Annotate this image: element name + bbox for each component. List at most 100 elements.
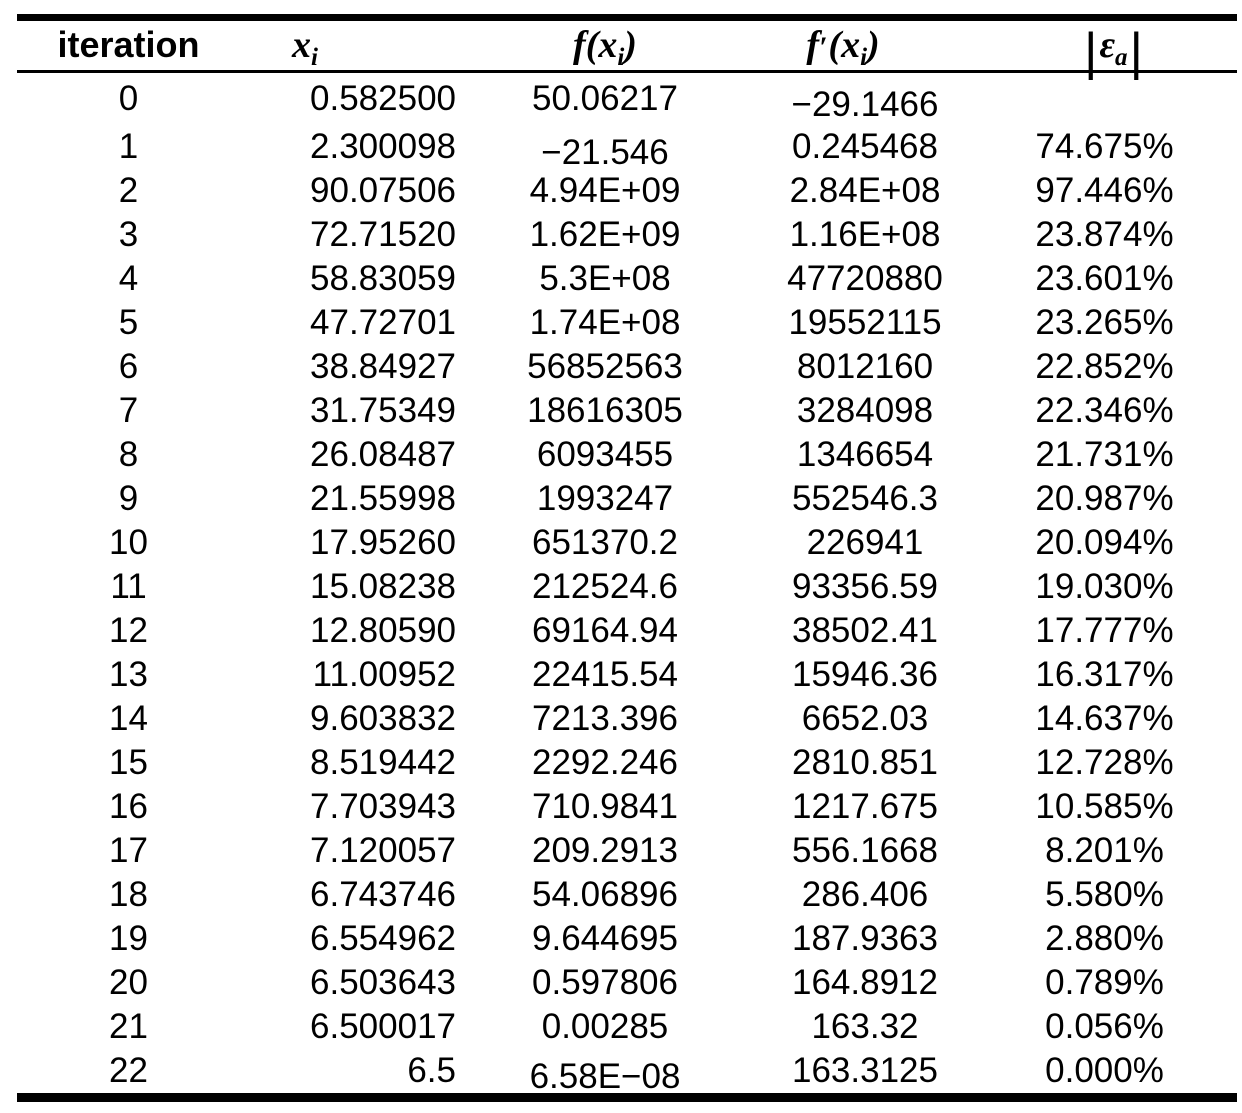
table-cell: 164.8912 — [792, 963, 938, 1002]
table-row: 2 90.07506 4.94E+09 2.84E+08 97.446% — [17, 169, 1237, 213]
table-cell: 10.585% — [1035, 787, 1174, 826]
table-cell: 2.300098 — [310, 127, 456, 166]
table-cell: 22415.54 — [532, 655, 678, 694]
table-cell: 19 — [109, 919, 148, 958]
table-cell: 23.601% — [1035, 259, 1174, 298]
table-cell: 15946.36 — [792, 655, 938, 694]
table-cell: 8 — [118, 435, 139, 474]
table-cell: 6.500017 — [310, 1007, 456, 1046]
table-cell: 14.637% — [1035, 699, 1174, 738]
table-cell: 38502.41 — [792, 611, 938, 650]
table-row: 16 7.703943 710.9841 1217.675 10.585% — [17, 785, 1237, 829]
col-header-abs-error: |εa| — [990, 21, 1237, 82]
table-cell: 21.55998 — [310, 479, 456, 518]
table-cell: 26.08487 — [310, 435, 456, 474]
table-cell: 13 — [109, 655, 148, 694]
col-header-iteration: iteration — [17, 21, 240, 73]
table-cell: 69164.94 — [532, 611, 678, 650]
col-header-xi: xi — [240, 21, 470, 73]
table-cell: 7 — [118, 391, 139, 430]
table-row: 10 17.95260 651370.2 226941 20.094% — [17, 521, 1237, 565]
table-cell: 9.644695 — [532, 919, 678, 958]
table-cell: 163.32 — [811, 1007, 919, 1046]
table-row: 21 6.500017 0.00285 163.32 0.056% — [17, 1005, 1237, 1049]
table-cell: 2 — [118, 171, 139, 210]
table-cell: 7.120057 — [310, 831, 456, 870]
table-cell: 8.201% — [1045, 831, 1164, 870]
table-cell: 12 — [109, 611, 148, 650]
table-cell: 6.503643 — [310, 963, 456, 1002]
table-cell: 20 — [109, 963, 148, 1002]
table-row: 14 9.603832 7213.396 6652.03 14.637% — [17, 697, 1237, 741]
table-cell: 14 — [109, 699, 148, 738]
table-cell: 20.987% — [1035, 479, 1174, 518]
table-cell: 0.789% — [1045, 963, 1164, 1002]
table-cell: 12.728% — [1035, 743, 1174, 782]
table-cell: 3284098 — [796, 391, 934, 430]
table-cell: 163.3125 — [792, 1051, 938, 1090]
table-header-row: iteration xi f(xi) f′(xi) |εa| — [17, 21, 1237, 82]
table-cell: 4 — [118, 259, 139, 298]
table-cell: 0.582500 — [310, 79, 456, 118]
table-cell: 6093455 — [536, 435, 674, 474]
table-cell: 20.094% — [1035, 523, 1174, 562]
table-cell: 56852563 — [527, 347, 683, 386]
table-row: 17 7.120057 209.2913 556.1668 8.201% — [17, 829, 1237, 873]
col-header-fprime-xi-label: f′(xi) — [806, 24, 880, 72]
table-cell: 5.580% — [1045, 875, 1164, 914]
table-cell: 74.675% — [1035, 127, 1174, 166]
table-cell: 17.95260 — [310, 523, 456, 562]
table-cell: 5 — [118, 303, 139, 342]
table-cell: 0.056% — [1045, 1007, 1164, 1046]
table-cell: 0.245468 — [792, 127, 938, 166]
col-header-xi-label: xi — [292, 24, 318, 72]
table-cell: 9 — [118, 479, 139, 518]
table-cell: 15 — [109, 743, 148, 782]
table-cell: 212524.6 — [532, 567, 678, 606]
col-header-abs-error-label: |εa| — [1083, 23, 1144, 82]
table-cell: 12.80590 — [310, 611, 456, 650]
table-cell: −29.1466 — [791, 85, 939, 124]
col-header-fxi: f(xi) — [470, 21, 740, 73]
table-cell: −21.546 — [541, 133, 669, 172]
table-cell: 72.71520 — [310, 215, 456, 254]
table-row: 22 6.5 6.58E−08 163.3125 0.000% — [17, 1049, 1237, 1094]
table-cell: 18616305 — [527, 391, 683, 430]
table-cell: 21.731% — [1035, 435, 1174, 474]
table-cell: 0.000% — [1045, 1051, 1164, 1090]
table-cell: 9.603832 — [310, 699, 456, 738]
table-cell: 97.446% — [1035, 171, 1174, 210]
table-row: 13 11.00952 22415.54 15946.36 16.317% — [17, 653, 1237, 697]
table-row: 6 38.84927 56852563 8012160 22.852% — [17, 345, 1237, 389]
table-row: 11 15.08238 212524.6 93356.59 19.030% — [17, 565, 1237, 609]
table-row: 15 8.519442 2292.246 2810.851 12.728% — [17, 741, 1237, 785]
table-row: 4 58.83059 5.3E+08 47720880 23.601% — [17, 257, 1237, 301]
table-cell: 22 — [109, 1051, 148, 1090]
table-cell: 1.74E+08 — [529, 303, 681, 342]
table-cell: 1217.675 — [792, 787, 938, 826]
table-cell: 23.874% — [1035, 215, 1174, 254]
table-cell: 11 — [110, 567, 147, 606]
table-cell: 187.9363 — [792, 919, 938, 958]
table-cell: 93356.59 — [792, 567, 938, 606]
col-header-fxi-label: f(xi) — [573, 24, 637, 72]
table-cell: 54.06896 — [532, 875, 678, 914]
table-cell: 58.83059 — [310, 259, 456, 298]
table-cell — [990, 71, 1237, 125]
table-cell: 16.317% — [1035, 655, 1174, 694]
table-cell: 21 — [109, 1007, 148, 1046]
table-cell: 1346654 — [796, 435, 934, 474]
table-cell: 2810.851 — [792, 743, 938, 782]
table-cell: 3 — [118, 215, 139, 254]
iteration-table: iteration xi f(xi) f′(xi) |εa| — [17, 21, 1237, 1094]
table-row: 12 12.80590 69164.94 38502.41 17.777% — [17, 609, 1237, 653]
table-cell: 22.346% — [1035, 391, 1174, 430]
table-cell: 1.16E+08 — [789, 215, 941, 254]
table-cell: 2.84E+08 — [789, 171, 941, 210]
iteration-table-frame: iteration xi f(xi) f′(xi) |εa| — [17, 14, 1237, 1102]
table-cell: 1 — [118, 127, 139, 166]
table-cell: 8.519442 — [310, 743, 456, 782]
table-row: 7 31.75349 18616305 3284098 22.346% — [17, 389, 1237, 433]
table-cell: 18 — [109, 875, 148, 914]
table-cell: 10 — [109, 523, 148, 562]
